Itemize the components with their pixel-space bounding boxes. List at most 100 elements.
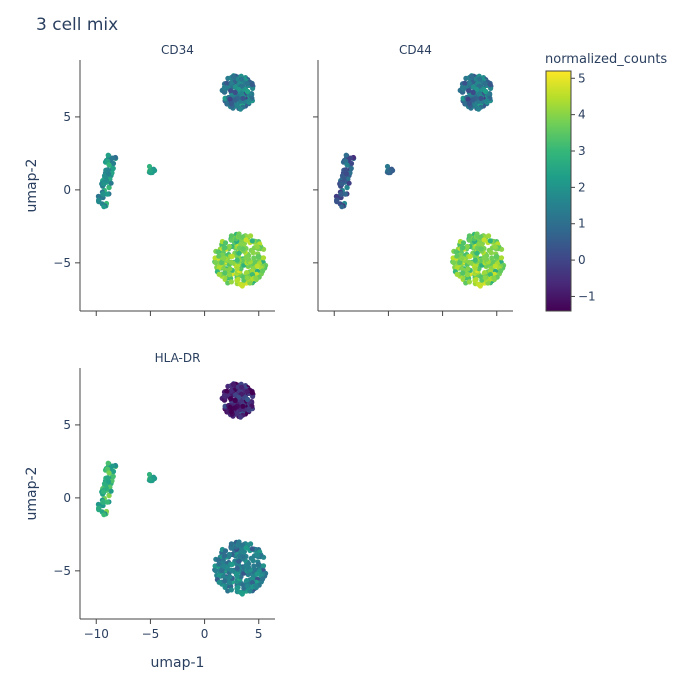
scatter-point: [106, 185, 112, 191]
scatter-point: [96, 197, 102, 203]
x-tick-label: 0: [201, 627, 209, 641]
scatter-point: [244, 389, 250, 395]
scatter-point: [226, 272, 232, 278]
scatter-point: [106, 171, 112, 177]
scatter-point: [234, 585, 240, 592]
scatter-points: [333, 73, 507, 289]
scatter-point: [240, 403, 246, 409]
colorbar-tick-label: 2: [578, 180, 586, 194]
scatter-point: [244, 396, 251, 403]
scatter-point: [486, 233, 492, 239]
scatter-point: [384, 163, 391, 170]
scatter-point: [101, 181, 107, 187]
scatter-point: [254, 571, 260, 577]
scatter-point: [498, 268, 504, 274]
scatter-point: [232, 97, 238, 103]
x-tick-label: −5: [142, 627, 160, 641]
scatter-point: [344, 185, 350, 191]
scatter-point: [244, 270, 250, 276]
colorbar: normalized_counts −1 0 1 2 3 4 5: [545, 52, 667, 312]
scatter-point: [475, 106, 482, 112]
scatter-point: [489, 255, 495, 261]
scatter-point: [464, 243, 470, 250]
scatter-point: [333, 193, 339, 199]
scatter-point: [348, 160, 355, 167]
y-tick-label: −5: [53, 564, 71, 578]
scatter-point: [239, 76, 245, 82]
scatter-point: [216, 579, 222, 585]
scatter-point: [254, 552, 260, 558]
scatter-point: [251, 255, 257, 261]
figure-title: 3 cell mix: [36, 15, 118, 35]
scatter-point: [460, 270, 466, 276]
scatter-point: [234, 565, 240, 571]
scatter-point: [236, 86, 242, 92]
scatter-point: [101, 481, 108, 487]
scatter-point: [234, 257, 240, 263]
scatter-point: [228, 279, 234, 285]
facet-panel-hla-dr: HLA-DR −5 0 5 −10 −5 0 5 umap-2 umap-1: [24, 351, 275, 671]
scatter-point: [482, 81, 488, 87]
scatter-point: [229, 561, 235, 568]
scatter-point: [228, 408, 234, 415]
scatter-point: [487, 238, 493, 244]
scatter-point: [224, 80, 230, 86]
scatter-point: [101, 204, 107, 210]
scatter-point: [244, 275, 250, 281]
scatter-point: [100, 191, 106, 197]
scatter-point: [232, 405, 238, 411]
scatter-point: [343, 167, 349, 173]
panel-title: HLA-DR: [155, 351, 201, 365]
scatter-point: [100, 499, 106, 505]
scatter-point: [216, 271, 222, 277]
scatter-point: [260, 268, 266, 274]
scatter-point: [236, 394, 242, 400]
scatter-point: [228, 88, 234, 94]
scatter-point: [222, 240, 229, 246]
scatter-point: [222, 578, 228, 584]
scatter-point: [240, 246, 246, 252]
scatter-point: [478, 95, 484, 101]
scatter-point: [238, 574, 244, 580]
scatter-point: [488, 85, 494, 91]
scatter-point: [460, 245, 466, 251]
scatter-point: [482, 275, 488, 281]
colorbar-tick-label: 4: [578, 108, 586, 122]
scatter-points: [95, 381, 269, 597]
scatter-point: [234, 102, 240, 109]
scatter-point: [236, 250, 242, 256]
scatter-point: [106, 470, 112, 476]
scatter-point: [110, 473, 116, 479]
scatter-point: [232, 397, 238, 404]
y-axis-label: umap-2: [24, 159, 40, 213]
scatter-point: [260, 576, 266, 582]
scatter-point: [95, 193, 101, 199]
scatter-point: [244, 88, 251, 95]
scatter-point: [106, 493, 112, 499]
scatter-point: [216, 253, 222, 259]
scatter-point: [385, 168, 391, 174]
scatter-point: [248, 233, 254, 239]
colorbar-tick-label: 5: [578, 71, 586, 85]
scatter-point: [226, 580, 232, 586]
scatter-point: [244, 583, 250, 589]
scatter-point: [472, 257, 478, 263]
scatter-point: [228, 388, 234, 394]
scatter-point: [254, 244, 260, 250]
scatter-point: [492, 244, 498, 250]
scatter-point: [101, 512, 107, 518]
scatter-point: [477, 76, 483, 82]
scatter-point: [251, 563, 257, 569]
scatter-point: [227, 266, 233, 272]
scatter-point: [104, 499, 110, 505]
scatter-point: [227, 574, 233, 580]
scatter-point: [467, 253, 473, 259]
scatter-point: [222, 245, 228, 251]
panel-title: CD34: [161, 43, 194, 57]
scatter-point: [110, 165, 116, 171]
scatter-point: [339, 204, 345, 210]
scatter-point: [474, 250, 480, 256]
scatter-point: [465, 96, 471, 102]
scatter-point: [234, 573, 240, 579]
scatter-point: [244, 81, 250, 87]
